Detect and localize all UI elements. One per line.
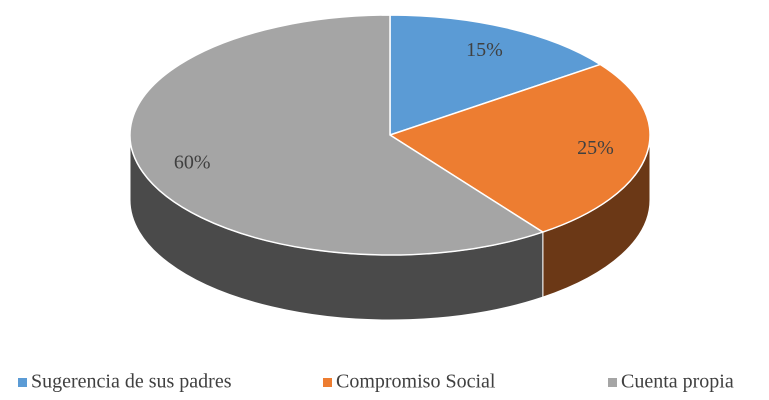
slice (129, 14, 545, 256)
data-label: 60% (174, 152, 211, 174)
legend-swatch (18, 378, 27, 387)
slice (389, 14, 603, 137)
legend-label: Compromiso Social (336, 371, 496, 393)
legend-label: Sugerencia de sus padres (31, 371, 232, 393)
legend-label: Cuenta propia (621, 371, 734, 393)
data-label: 15% (466, 39, 503, 61)
data-label: 25% (577, 137, 614, 159)
slice (388, 63, 651, 233)
legend-swatch (323, 378, 332, 387)
legend-swatch (608, 378, 617, 387)
